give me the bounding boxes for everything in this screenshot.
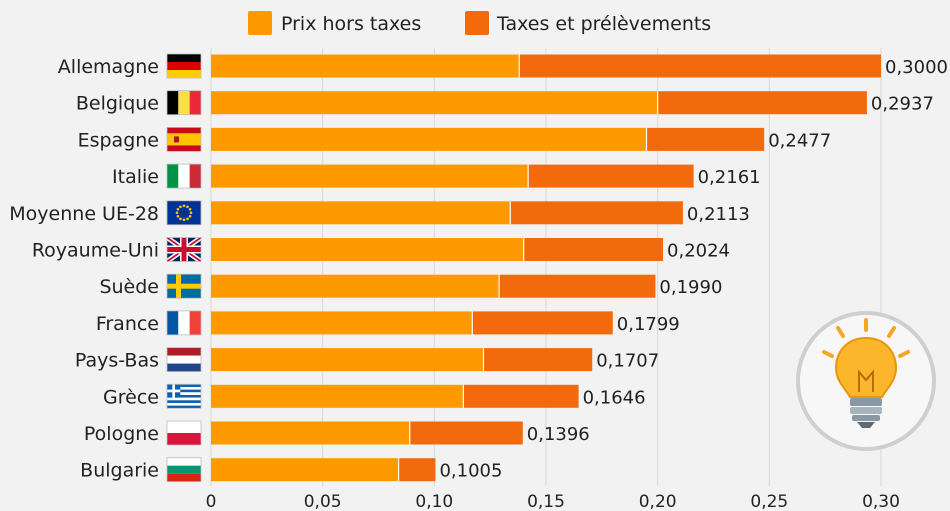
bar-taxes: [483, 348, 593, 372]
x-tick-label: 0,05: [304, 492, 342, 511]
bar-taxes: [398, 458, 436, 482]
bar-pre-tax: [211, 421, 410, 445]
flag-uk-icon: [165, 235, 203, 264]
total-label: 0,2024: [667, 241, 730, 262]
total-label: 0,2937: [871, 94, 934, 115]
x-tick-label: 0,20: [639, 492, 677, 511]
flag-gr-icon: [166, 383, 202, 409]
bar-pre-tax: [211, 127, 647, 151]
total-label: 0,2477: [768, 130, 831, 151]
bar-pre-tax: [211, 384, 464, 408]
flag-bg-icon: [166, 457, 202, 483]
total-label: 0,2161: [698, 167, 761, 188]
bar-taxes: [523, 238, 664, 261]
x-tick-label: 0,15: [527, 492, 565, 511]
bar-pre-tax: [211, 348, 484, 372]
category-label: Pays-Bas: [75, 350, 159, 372]
total-label: 0,1005: [439, 461, 502, 482]
lightbulb-icon: [796, 311, 936, 451]
x-axis: 0 0,05 0,10 0,15 0,20 0,25 0,30: [206, 492, 900, 511]
x-tick-label: 0,25: [750, 492, 788, 511]
total-label: 0,1396: [527, 424, 590, 445]
bar-pre-tax: [211, 311, 473, 335]
category-label: Bulgarie: [80, 460, 159, 482]
total-labels: 0,3000 0,2937 0,2477 0,2161 0,2113 0,2024 0,19…: [439, 57, 948, 482]
flag-eu-icon: [166, 200, 202, 226]
flags: [165, 53, 203, 483]
category-label: Italie: [112, 166, 159, 188]
total-label: 0,2113: [687, 204, 750, 225]
total-label: 0,1990: [659, 277, 722, 298]
bar-taxes: [463, 384, 579, 408]
category-label: Grèce: [103, 386, 159, 408]
category-label: Royaume-Uni: [32, 240, 159, 262]
bar-pre-tax: [211, 164, 529, 188]
total-label: 0,1646: [583, 387, 646, 408]
legend-swatch-taxes: [465, 11, 489, 35]
bar-pre-tax: [211, 54, 520, 78]
category-label: Pologne: [84, 423, 159, 445]
x-tick-label: 0,10: [415, 492, 453, 511]
bar-taxes: [472, 311, 613, 335]
flag-nl-icon: [166, 347, 202, 373]
category-label: France: [96, 313, 159, 335]
bar-taxes: [657, 91, 867, 115]
bar-taxes: [499, 274, 656, 298]
category-label: Espagne: [78, 129, 159, 151]
bar-pre-tax: [211, 91, 658, 115]
category-label: Belgique: [76, 93, 159, 115]
x-tick-label: 0,30: [862, 492, 900, 511]
total-label: 0,1799: [617, 314, 680, 335]
bar-pre-tax: [211, 238, 524, 261]
flag-se-icon: [166, 273, 202, 299]
bar-pre-tax: [211, 274, 500, 298]
x-tick-label: 0: [206, 492, 217, 511]
category-label: Moyenne UE-28: [9, 203, 159, 225]
bar-pre-tax: [211, 458, 399, 482]
legend-swatch-pre-tax: [248, 11, 272, 35]
legend-label-pre-tax: Prix hors taxes: [281, 13, 421, 35]
flag-it-icon: [166, 163, 202, 189]
total-label: 0,1707: [596, 351, 659, 372]
flag-es-icon: [166, 127, 202, 152]
flag-fr-icon: [166, 310, 202, 336]
total-label: 0,3000: [885, 57, 948, 78]
bar-taxes: [519, 54, 881, 78]
bar-taxes: [510, 201, 683, 225]
category-label: Suède: [99, 276, 159, 298]
flag-de-icon: [166, 53, 202, 79]
bar-taxes: [646, 127, 765, 151]
legend: Prix hors taxes Taxes et prélèvements: [248, 11, 711, 35]
bars: [211, 54, 881, 482]
category-labels: Allemagne Belgique Espagne Italie Moyenne UE…: [9, 56, 159, 482]
bar-taxes: [528, 164, 694, 188]
bar-pre-tax: [211, 201, 511, 225]
bar-taxes: [409, 421, 523, 445]
legend-label-taxes: Taxes et prélèvements: [496, 13, 711, 35]
category-label: Allemagne: [58, 56, 159, 78]
flag-pl-icon: [166, 420, 202, 446]
flag-be-icon: [166, 90, 202, 116]
